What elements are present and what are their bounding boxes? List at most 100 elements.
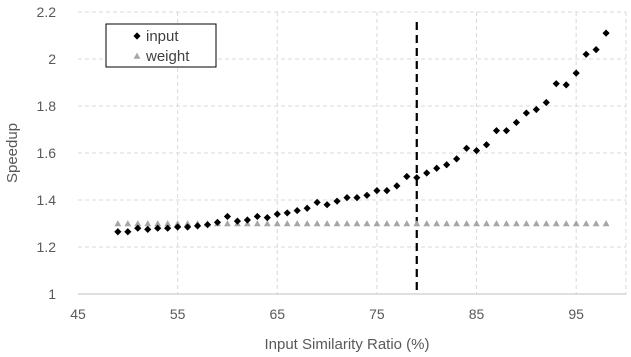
- input-point: [492, 127, 501, 135]
- input-point: [443, 161, 451, 169]
- input-point: [542, 98, 550, 107]
- legend-marker-weight: [133, 52, 141, 59]
- x-tick-label: 85: [469, 306, 485, 322]
- weight-point: [273, 220, 281, 227]
- input-point: [602, 29, 610, 37]
- weight-point: [313, 220, 321, 227]
- weight-point: [323, 220, 331, 227]
- input-point: [512, 118, 520, 127]
- input-point: [562, 81, 570, 89]
- input-point: [273, 210, 281, 218]
- input-point: [462, 144, 471, 152]
- weight-point: [493, 220, 500, 227]
- input-point: [403, 172, 411, 181]
- weight-point: [532, 220, 540, 227]
- input-point: [124, 228, 132, 236]
- input-point: [184, 223, 192, 231]
- series-input: [114, 29, 610, 236]
- input-point: [203, 221, 212, 229]
- x-tick-label: 75: [369, 306, 385, 322]
- weight-point: [293, 220, 301, 227]
- input-point: [393, 182, 401, 190]
- y-tick-label: 1: [48, 286, 56, 302]
- weight-point: [343, 220, 351, 227]
- weight-point: [134, 220, 142, 227]
- y-tick-label: 2.2: [37, 4, 57, 20]
- series-weight: [114, 220, 610, 227]
- input-point: [134, 224, 142, 232]
- y-tick-label: 1.2: [37, 239, 57, 255]
- weight-point: [602, 220, 610, 227]
- weight-point: [463, 220, 470, 227]
- input-point: [482, 141, 491, 149]
- weight-point: [453, 220, 461, 227]
- input-point: [193, 222, 202, 230]
- weight-point: [403, 220, 411, 227]
- input-point: [283, 209, 291, 217]
- y-tick-label: 1.6: [37, 145, 57, 161]
- legend-marker-input: [133, 32, 141, 40]
- input-point: [353, 194, 361, 202]
- weight-point: [582, 220, 590, 227]
- input-point: [213, 218, 222, 226]
- weight-point: [443, 220, 451, 227]
- tick-labels: 1 1.2 1.4 1.6 1.8 2 2.2 45 55 65 75 85 95: [37, 4, 585, 322]
- weight-point: [263, 220, 271, 227]
- input-point: [223, 212, 232, 221]
- weight-point: [184, 220, 191, 227]
- input-point: [253, 212, 261, 221]
- legend-label-input: input: [146, 28, 179, 45]
- weight-point: [592, 220, 600, 227]
- weight-point: [413, 220, 421, 227]
- input-point: [413, 174, 421, 182]
- input-point: [303, 204, 311, 212]
- weight-point: [283, 220, 291, 227]
- input-point: [383, 187, 391, 195]
- input-point: [453, 155, 461, 163]
- y-tick-label: 1.8: [37, 98, 57, 114]
- input-point: [263, 214, 271, 222]
- weight-point: [363, 220, 371, 227]
- weight-point: [253, 220, 261, 227]
- input-point: [333, 197, 341, 205]
- weight-point: [154, 220, 162, 227]
- weight-point: [562, 220, 570, 227]
- weight-point: [114, 220, 122, 227]
- input-point: [174, 223, 182, 231]
- input-point: [243, 216, 251, 224]
- weight-point: [164, 220, 172, 227]
- x-tick-label: 55: [170, 306, 186, 322]
- weight-point: [423, 220, 431, 227]
- input-point: [373, 187, 381, 195]
- weight-point: [473, 220, 480, 227]
- weight-point: [522, 220, 530, 227]
- legend-items: input weight: [133, 28, 190, 65]
- series-group: [114, 29, 610, 236]
- input-point: [472, 147, 481, 155]
- y-tick-label: 2: [48, 51, 56, 67]
- input-point: [313, 198, 321, 206]
- weight-point: [303, 220, 311, 227]
- input-point: [423, 169, 431, 177]
- input-point: [522, 109, 530, 117]
- input-point: [363, 191, 371, 199]
- input-point: [114, 228, 122, 236]
- weight-point: [542, 220, 550, 227]
- y-axis-title: Speedup: [4, 123, 21, 183]
- weight-point: [383, 220, 391, 227]
- grid: [78, 11, 627, 295]
- input-point: [323, 201, 331, 209]
- input-point: [552, 80, 560, 88]
- legend-box: [105, 23, 217, 68]
- input-point: [502, 127, 511, 135]
- input-point: [532, 105, 540, 114]
- weight-point: [224, 220, 231, 227]
- legend: input weight: [105, 23, 217, 68]
- input-point: [343, 194, 351, 202]
- x-tick-label: 95: [568, 306, 584, 322]
- input-point: [154, 224, 162, 232]
- weight-point: [144, 220, 152, 227]
- weight-point: [124, 220, 132, 227]
- weight-point: [483, 220, 490, 227]
